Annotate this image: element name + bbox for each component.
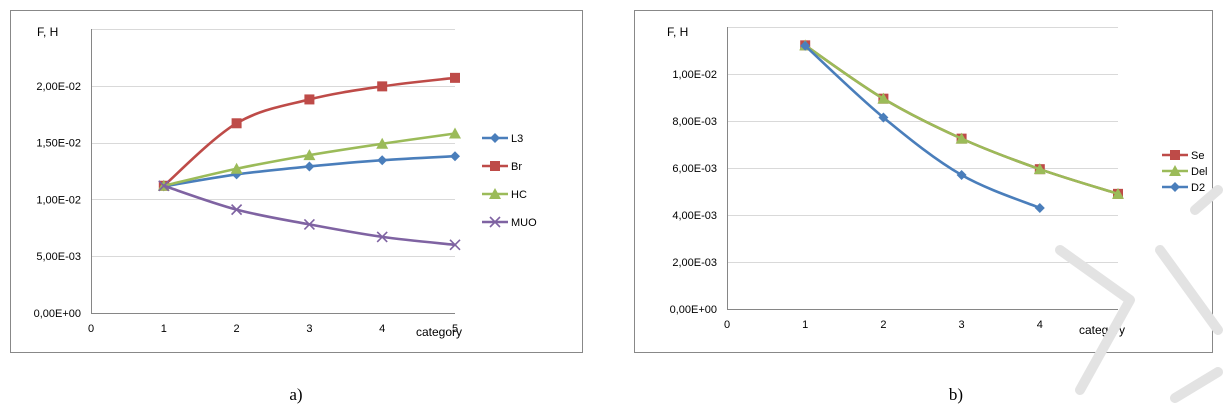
legend-item-d2: D2 (1162, 182, 1205, 194)
legend-label: HC (511, 189, 527, 201)
x-tick-label: 3 (959, 319, 965, 331)
data-point-marker (955, 132, 968, 144)
y-tick-label: 0,00E+00 (34, 308, 81, 320)
data-point-marker (377, 81, 388, 92)
data-point-marker (878, 112, 889, 123)
legend-item-muo: MUO (482, 216, 537, 229)
data-point-marker (231, 204, 243, 216)
legend-item-hc: HC (482, 188, 527, 201)
y-axis-label: F, H (37, 25, 58, 39)
legend-marker (490, 133, 500, 143)
y-tick-label: 0,00E+00 (670, 304, 717, 316)
legend-item-br: Br (482, 161, 522, 173)
legend-label: Del (1191, 166, 1208, 178)
legend-marker (489, 188, 501, 199)
watermark-stroke (1170, 367, 1223, 403)
x-axis-label: category (416, 325, 462, 339)
chart-frame (10, 10, 583, 353)
data-point-marker (377, 155, 388, 166)
watermark-stroke (1055, 245, 1135, 395)
data-point-marker (158, 180, 170, 192)
watermark-stroke (1155, 245, 1223, 335)
x-tick-label: 5 (452, 323, 458, 335)
data-point-marker (450, 72, 460, 83)
legend: Se Del D2 (1162, 150, 1208, 194)
series-hc (157, 127, 461, 191)
legend-label: Se (1191, 150, 1204, 162)
series-muo (158, 180, 461, 251)
data-point-marker (449, 127, 461, 139)
legend-label: MUO (511, 217, 537, 229)
legend-marker (489, 216, 501, 228)
figure-caption: a) (289, 385, 302, 404)
series-line (803, 44, 1042, 210)
legend: L3 Br HC MUO (482, 133, 537, 229)
legend-item-l3: L3 (482, 133, 523, 145)
x-tick-label: 4 (1037, 319, 1043, 331)
x-tick-label: 1 (802, 319, 808, 331)
data-point-marker (956, 170, 967, 181)
y-tick-label: 1,00E-02 (36, 194, 81, 206)
legend-item-se: Se (1162, 150, 1204, 162)
y-tick-label: 8,00E-03 (672, 116, 717, 128)
legend-marker (1169, 165, 1181, 176)
x-tick-label: 0 (88, 323, 94, 335)
y-tick-label: 2,00E-03 (672, 257, 717, 269)
y-tick-label: 2,00E-02 (36, 81, 81, 93)
chart-panel-a: 0,00E+00 5,00E-03 1,00E-02 1,50E-02 2,00E-02… (10, 10, 583, 353)
data-point-marker (1033, 163, 1046, 175)
data-point-marker (230, 162, 243, 174)
y-tick-label: 4,00E-03 (672, 210, 717, 222)
x-tick-label: 0 (724, 319, 730, 331)
data-point-marker (800, 40, 811, 51)
figure-caption: b) (949, 385, 963, 404)
data-point-marker (303, 218, 315, 230)
data-point-marker (877, 92, 890, 104)
data-point-marker (1112, 187, 1124, 199)
data-point-marker (450, 151, 460, 162)
legend-label: D2 (1191, 182, 1205, 194)
series-d2 (800, 40, 1045, 213)
data-point-marker (231, 118, 242, 129)
x-tick-label: 1 (161, 323, 167, 335)
x-tick-label: 3 (306, 323, 312, 335)
legend-label: L3 (511, 133, 523, 145)
data-point-marker (304, 94, 315, 105)
watermark-stroke (1190, 185, 1223, 215)
data-point-marker (1034, 202, 1045, 213)
data-point-marker (304, 161, 315, 172)
x-tick-label: 2 (234, 323, 240, 335)
x-tick-label: 2 (880, 319, 886, 331)
legend-marker (1170, 150, 1180, 160)
legend-label: Br (511, 161, 522, 173)
y-tick-label: 1,00E-02 (672, 69, 717, 81)
y-tick-label: 5,00E-03 (36, 251, 81, 263)
watermark (1055, 185, 1223, 403)
data-point-marker (376, 137, 389, 149)
data-point-marker (449, 239, 461, 251)
y-tick-label: 6,00E-03 (672, 163, 717, 175)
x-tick-label: 4 (379, 323, 385, 335)
y-axis-label: F, H (667, 25, 688, 39)
data-point-marker (376, 231, 388, 243)
y-tick-label: 1,50E-02 (36, 138, 81, 150)
legend-marker (1170, 182, 1180, 192)
legend-marker (490, 161, 500, 171)
data-point-marker (303, 149, 316, 161)
legend-item-del: Del (1162, 165, 1208, 178)
series-l3 (158, 151, 460, 192)
